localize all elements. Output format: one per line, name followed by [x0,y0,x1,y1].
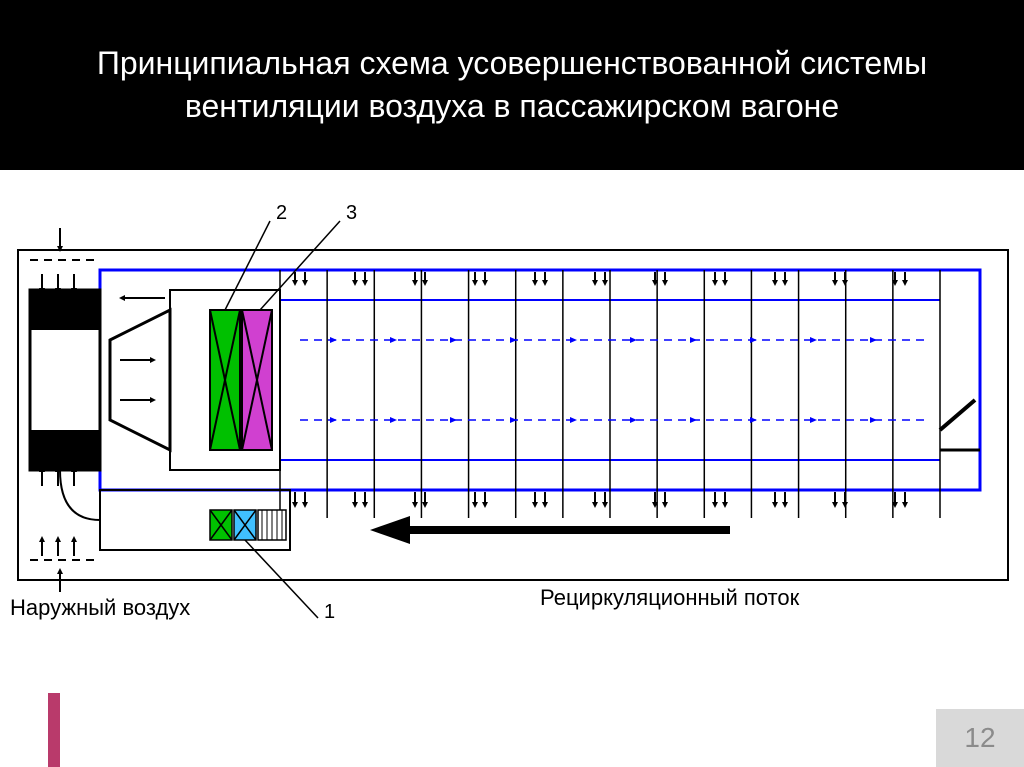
page-number-text: 12 [964,722,995,754]
page-number: 12 [936,709,1024,767]
ventilation-diagram: 2 3 1 Наружный воздух Рециркуляционный поток [0,190,1024,670]
svg-text:2: 2 [276,202,287,224]
svg-text:3: 3 [346,202,357,224]
svg-text:1: 1 [324,601,335,620]
slide: Принципиальная схема усовершенствованной… [0,0,1024,767]
slide-title: Принципиальная схема усовершенствованной… [0,0,1024,170]
diagram-svg: 2 3 1 Наружный воздух Рециркуляционный поток [0,190,1024,620]
slide-title-text: Принципиальная схема усовершенствованной… [60,42,964,128]
svg-text:Наружный воздух: Наружный воздух [10,595,190,620]
svg-text:Рециркуляционный поток: Рециркуляционный поток [540,585,800,610]
accent-stripe [48,693,60,767]
